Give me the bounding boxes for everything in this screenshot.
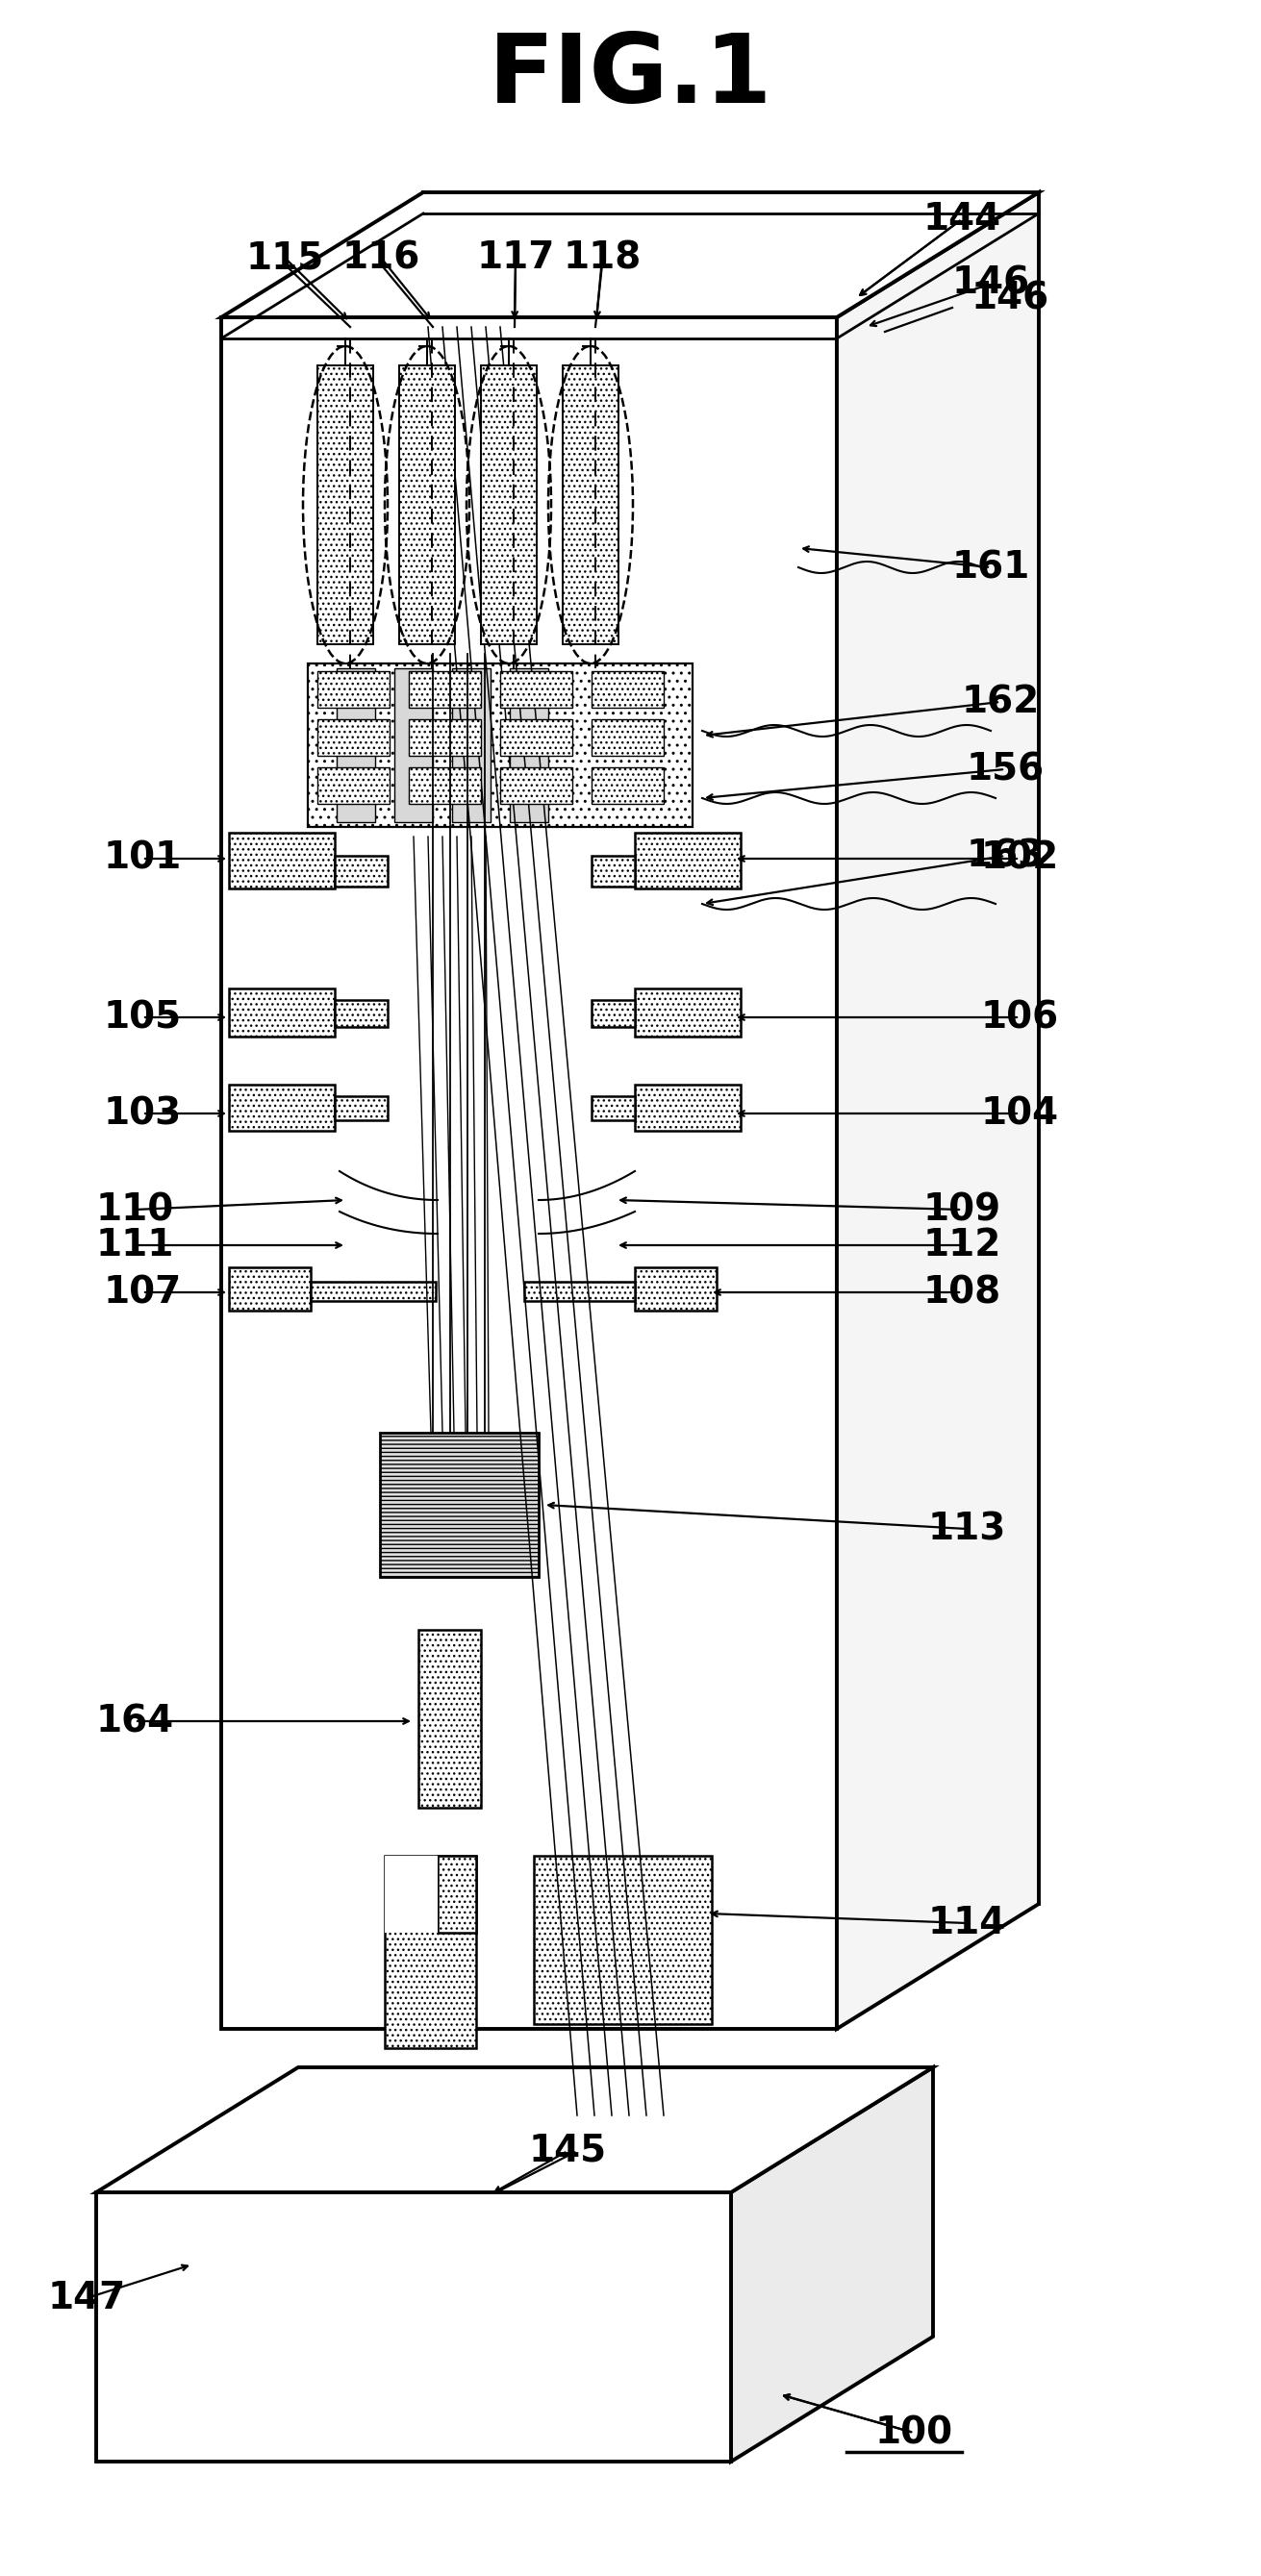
Text: 112: 112 (923, 1226, 1001, 1262)
FancyBboxPatch shape (591, 672, 663, 708)
Text: 110: 110 (96, 1190, 174, 1229)
Text: 106: 106 (981, 999, 1058, 1036)
Text: 116: 116 (342, 240, 420, 276)
Text: 114: 114 (928, 1904, 1006, 1942)
FancyBboxPatch shape (385, 1855, 438, 1932)
Text: 102: 102 (981, 840, 1059, 876)
FancyBboxPatch shape (634, 1084, 740, 1131)
FancyBboxPatch shape (562, 366, 618, 644)
FancyBboxPatch shape (409, 672, 480, 708)
Text: 111: 111 (96, 1226, 174, 1262)
FancyBboxPatch shape (591, 855, 634, 886)
FancyBboxPatch shape (337, 667, 375, 822)
FancyBboxPatch shape (395, 667, 433, 822)
Text: 161: 161 (952, 549, 1030, 585)
Text: 117: 117 (477, 240, 555, 276)
FancyBboxPatch shape (334, 1097, 387, 1121)
FancyBboxPatch shape (385, 1855, 477, 2048)
Text: 101: 101 (103, 840, 182, 876)
FancyBboxPatch shape (409, 719, 480, 755)
Text: FIG.1: FIG.1 (488, 31, 773, 124)
Text: 113: 113 (928, 1510, 1006, 1548)
Polygon shape (221, 193, 1039, 317)
Polygon shape (731, 2069, 933, 2463)
FancyBboxPatch shape (501, 719, 572, 755)
Text: 146: 146 (952, 265, 1030, 301)
FancyBboxPatch shape (453, 667, 491, 822)
Text: 145: 145 (528, 2133, 607, 2169)
Polygon shape (96, 2192, 731, 2463)
FancyBboxPatch shape (591, 999, 634, 1028)
FancyBboxPatch shape (310, 1283, 436, 1301)
Text: 105: 105 (103, 999, 182, 1036)
FancyBboxPatch shape (334, 999, 387, 1028)
FancyBboxPatch shape (533, 1855, 711, 2025)
FancyBboxPatch shape (501, 672, 572, 708)
Text: 163: 163 (966, 837, 1044, 873)
Text: 146: 146 (971, 281, 1049, 317)
Polygon shape (837, 193, 1039, 2030)
FancyBboxPatch shape (634, 1267, 716, 1311)
FancyBboxPatch shape (318, 768, 390, 804)
Text: 162: 162 (961, 683, 1039, 721)
FancyBboxPatch shape (480, 366, 537, 644)
FancyBboxPatch shape (525, 1283, 634, 1301)
FancyBboxPatch shape (591, 719, 663, 755)
FancyBboxPatch shape (400, 366, 455, 644)
FancyBboxPatch shape (509, 667, 549, 822)
FancyBboxPatch shape (230, 1267, 310, 1311)
FancyBboxPatch shape (334, 855, 387, 886)
FancyBboxPatch shape (634, 989, 740, 1036)
FancyBboxPatch shape (380, 1432, 538, 1577)
Text: 164: 164 (96, 1703, 174, 1739)
Text: 147: 147 (48, 2280, 126, 2316)
Polygon shape (96, 2069, 933, 2192)
Text: 118: 118 (564, 240, 641, 276)
Polygon shape (221, 317, 837, 2030)
FancyBboxPatch shape (634, 832, 740, 889)
FancyBboxPatch shape (230, 832, 334, 889)
FancyBboxPatch shape (230, 989, 334, 1036)
FancyBboxPatch shape (308, 665, 692, 827)
Text: 100: 100 (875, 2414, 953, 2450)
FancyBboxPatch shape (591, 768, 663, 804)
Text: 104: 104 (981, 1095, 1058, 1131)
FancyBboxPatch shape (318, 719, 390, 755)
Text: 156: 156 (966, 752, 1044, 788)
Text: 144: 144 (923, 201, 1001, 237)
Text: 103: 103 (103, 1095, 182, 1131)
FancyBboxPatch shape (501, 768, 572, 804)
Text: 109: 109 (923, 1190, 1001, 1229)
Text: 115: 115 (246, 240, 324, 276)
FancyBboxPatch shape (318, 672, 390, 708)
FancyBboxPatch shape (409, 768, 480, 804)
Text: 108: 108 (923, 1275, 1001, 1311)
FancyBboxPatch shape (438, 1855, 477, 1932)
FancyBboxPatch shape (591, 1097, 634, 1121)
Text: 107: 107 (103, 1275, 182, 1311)
FancyBboxPatch shape (230, 1084, 334, 1131)
FancyBboxPatch shape (318, 366, 373, 644)
FancyBboxPatch shape (419, 1631, 480, 1808)
